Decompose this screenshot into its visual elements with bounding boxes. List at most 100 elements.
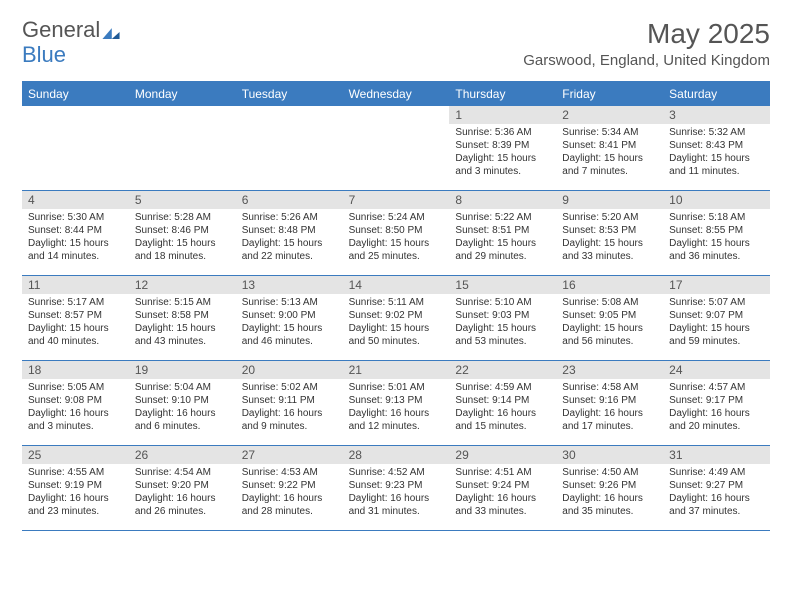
sunrise-text: Sunrise: 4:58 AM [562, 381, 657, 394]
day-body: Sunrise: 5:17 AMSunset: 8:57 PMDaylight:… [22, 296, 129, 352]
day-body: Sunrise: 5:22 AMSunset: 8:51 PMDaylight:… [449, 211, 556, 267]
day-body: Sunrise: 4:53 AMSunset: 9:22 PMDaylight:… [236, 466, 343, 522]
day-cell: 11Sunrise: 5:17 AMSunset: 8:57 PMDayligh… [22, 276, 129, 360]
sunset-text: Sunset: 9:16 PM [562, 394, 657, 407]
day-number: 18 [22, 361, 129, 379]
daylight-text: Daylight: 16 hours and 12 minutes. [349, 407, 444, 433]
day-number: 1 [449, 106, 556, 124]
day-number: 24 [663, 361, 770, 379]
daylight-text: Daylight: 15 hours and 40 minutes. [28, 322, 123, 348]
sunrise-text: Sunrise: 4:51 AM [455, 466, 550, 479]
day-body: Sunrise: 4:55 AMSunset: 9:19 PMDaylight:… [22, 466, 129, 522]
day-number: 19 [129, 361, 236, 379]
day-number: 25 [22, 446, 129, 464]
sunset-text: Sunset: 8:53 PM [562, 224, 657, 237]
daylight-text: Daylight: 15 hours and 25 minutes. [349, 237, 444, 263]
sunrise-text: Sunrise: 5:10 AM [455, 296, 550, 309]
sunrise-text: Sunrise: 4:54 AM [135, 466, 230, 479]
day-cell: 14 Sunrise: 5:11 AMSunset: 9:02 PMDayligh… [343, 276, 450, 360]
day-cell: 20 Sunrise: 5:02 AMSunset: 9:11 PMDayligh… [236, 361, 343, 445]
day-cell: 25 Sunrise: 4:55 AMSunset: 9:19 PMDayligh… [22, 446, 129, 530]
week-row: 18Sunrise: 5:05 AMSunset: 9:08 PMDayligh… [22, 361, 770, 446]
sunrise-text: Sunrise: 4:53 AM [242, 466, 337, 479]
sunrise-text: Sunrise: 5:07 AM [669, 296, 764, 309]
calendar: Sunday Monday Tuesday Wednesday Thursday… [22, 81, 770, 531]
day-of-week-row: Sunday Monday Tuesday Wednesday Thursday… [22, 82, 770, 106]
week-row: 11Sunrise: 5:17 AMSunset: 8:57 PMDayligh… [22, 276, 770, 361]
day-cell: 10Sunrise: 5:18 AMSunset: 8:55 PMDayligh… [663, 191, 770, 275]
sunrise-text: Sunrise: 5:02 AM [242, 381, 337, 394]
daylight-text: Daylight: 16 hours and 20 minutes. [669, 407, 764, 433]
day-cell [236, 106, 343, 190]
sunrise-text: Sunrise: 5:11 AM [349, 296, 444, 309]
dow-wednesday: Wednesday [343, 82, 450, 106]
sunset-text: Sunset: 8:46 PM [135, 224, 230, 237]
logo-text-main: General [22, 17, 100, 42]
daylight-text: Daylight: 15 hours and 59 minutes. [669, 322, 764, 348]
logo-icon [101, 20, 121, 43]
daylight-text: Daylight: 16 hours and 33 minutes. [455, 492, 550, 518]
sunset-text: Sunset: 9:07 PM [669, 309, 764, 322]
day-number: 14 [343, 276, 450, 294]
day-cell: 18Sunrise: 5:05 AMSunset: 9:08 PMDayligh… [22, 361, 129, 445]
sunset-text: Sunset: 8:57 PM [28, 309, 123, 322]
sunset-text: Sunset: 9:13 PM [349, 394, 444, 407]
sunset-text: Sunset: 8:43 PM [669, 139, 764, 152]
sunset-text: Sunset: 9:10 PM [135, 394, 230, 407]
day-cell: 5Sunrise: 5:28 AMSunset: 8:46 PMDaylight… [129, 191, 236, 275]
day-body: Sunrise: 5:24 AMSunset: 8:50 PMDaylight:… [343, 211, 450, 267]
day-number: 2 [556, 106, 663, 124]
dow-thursday: Thursday [449, 82, 556, 106]
day-number: 20 [236, 361, 343, 379]
day-cell: 23Sunrise: 4:58 AMSunset: 9:16 PMDayligh… [556, 361, 663, 445]
day-body: Sunrise: 5:30 AMSunset: 8:44 PMDaylight:… [22, 211, 129, 267]
day-number: 16 [556, 276, 663, 294]
sunset-text: Sunset: 8:58 PM [135, 309, 230, 322]
day-body: Sunrise: 5:02 AMSunset: 9:11 PMDaylight:… [236, 381, 343, 437]
sunset-text: Sunset: 9:17 PM [669, 394, 764, 407]
day-cell [22, 106, 129, 190]
sunrise-text: Sunrise: 5:30 AM [28, 211, 123, 224]
day-cell: 19 Sunrise: 5:04 AMSunset: 9:10 PMDayligh… [129, 361, 236, 445]
calendar-page: GeneralBlue May 2025 Garswood, England, … [0, 0, 792, 549]
sunrise-text: Sunrise: 5:22 AM [455, 211, 550, 224]
day-number: 31 [663, 446, 770, 464]
day-body: Sunrise: 4:51 AMSunset: 9:24 PMDaylight:… [449, 466, 556, 522]
sunset-text: Sunset: 8:48 PM [242, 224, 337, 237]
sunrise-text: Sunrise: 5:17 AM [28, 296, 123, 309]
day-cell: 16 Sunrise: 5:08 AMSunset: 9:05 PMDayligh… [556, 276, 663, 360]
logo: GeneralBlue [22, 18, 121, 66]
daylight-text: Daylight: 16 hours and 15 minutes. [455, 407, 550, 433]
day-body: Sunrise: 4:59 AMSunset: 9:14 PMDaylight:… [449, 381, 556, 437]
day-cell: 6 Sunrise: 5:26 AMSunset: 8:48 PMDaylight… [236, 191, 343, 275]
day-body: Sunrise: 5:18 AMSunset: 8:55 PMDaylight:… [663, 211, 770, 267]
day-body: Sunrise: 4:52 AMSunset: 9:23 PMDaylight:… [343, 466, 450, 522]
day-body: Sunrise: 4:54 AMSunset: 9:20 PMDaylight:… [129, 466, 236, 522]
sunrise-text: Sunrise: 5:34 AM [562, 126, 657, 139]
sunset-text: Sunset: 8:41 PM [562, 139, 657, 152]
day-body: Sunrise: 5:11 AMSunset: 9:02 PMDaylight:… [343, 296, 450, 352]
daylight-text: Daylight: 16 hours and 17 minutes. [562, 407, 657, 433]
day-body: Sunrise: 5:04 AMSunset: 9:10 PMDaylight:… [129, 381, 236, 437]
day-number: 6 [236, 191, 343, 209]
sunset-text: Sunset: 9:24 PM [455, 479, 550, 492]
daylight-text: Daylight: 15 hours and 50 minutes. [349, 322, 444, 348]
dow-saturday: Saturday [663, 82, 770, 106]
sunrise-text: Sunrise: 5:04 AM [135, 381, 230, 394]
sunset-text: Sunset: 9:26 PM [562, 479, 657, 492]
sunset-text: Sunset: 9:19 PM [28, 479, 123, 492]
day-cell: 8Sunrise: 5:22 AMSunset: 8:51 PMDaylight… [449, 191, 556, 275]
daylight-text: Daylight: 16 hours and 9 minutes. [242, 407, 337, 433]
day-number: 22 [449, 361, 556, 379]
week-row: 1 Sunrise: 5:36 AMSunset: 8:39 PMDaylight… [22, 106, 770, 191]
daylight-text: Daylight: 15 hours and 36 minutes. [669, 237, 764, 263]
day-cell: 31Sunrise: 4:49 AMSunset: 9:27 PMDayligh… [663, 446, 770, 530]
sunrise-text: Sunrise: 4:57 AM [669, 381, 764, 394]
title-block: May 2025 Garswood, England, United Kingd… [523, 18, 770, 69]
day-body: Sunrise: 5:36 AMSunset: 8:39 PMDaylight:… [449, 126, 556, 182]
day-body: Sunrise: 5:26 AMSunset: 8:48 PMDaylight:… [236, 211, 343, 267]
day-body: Sunrise: 5:08 AMSunset: 9:05 PMDaylight:… [556, 296, 663, 352]
sunrise-text: Sunrise: 5:01 AM [349, 381, 444, 394]
sunset-text: Sunset: 9:23 PM [349, 479, 444, 492]
day-number: 29 [449, 446, 556, 464]
